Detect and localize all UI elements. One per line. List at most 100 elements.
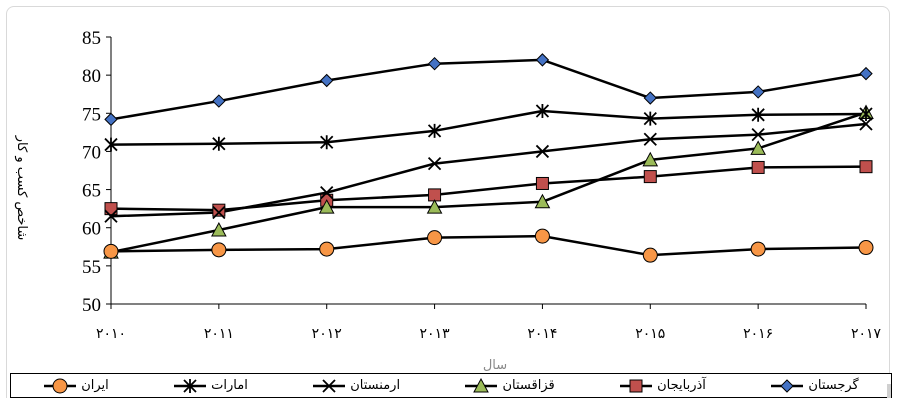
data-point-marker [642, 151, 659, 167]
data-point-marker [859, 117, 873, 131]
data-point-marker [751, 128, 765, 142]
y-tick-label: 70 [82, 142, 101, 163]
x-tick-labels: ۲۰۱۰ ۲۰۱۱ ۲۰۱۲ ۲۰۱۳ ۲۰۱۴ ۲۰۱۵ ۲۰۱۶ ۲۰۱۷ [96, 326, 882, 342]
y-tick-label: 80 [82, 66, 101, 87]
legend-marker [183, 378, 197, 393]
data-point-marker [751, 160, 765, 174]
chart-legend: گرجستان آذربایجان قزاقستان ارمنستان امارات ای… [10, 373, 892, 398]
x-axis-title: سال [483, 358, 507, 372]
data-point-marker [751, 107, 765, 122]
legend-swatch [174, 378, 207, 393]
data-point-marker [320, 135, 334, 150]
legend-item: قزاقستان [464, 377, 555, 394]
x-tick-label: ۲۰۱۶ [743, 326, 773, 342]
data-point-marker [859, 160, 873, 174]
series-line-4 [110, 122, 867, 218]
data-point-marker [427, 56, 442, 71]
data-point-marker [535, 53, 550, 67]
legend-swatch [620, 379, 653, 392]
legend-swatch [465, 377, 498, 392]
x-tick-label: ۲۰۱۴ [527, 326, 557, 342]
legend-marker [322, 378, 336, 393]
data-point-marker [318, 199, 335, 214]
data-point-marker [427, 123, 442, 138]
data-point-marker [643, 111, 657, 126]
data-point-marker [750, 140, 766, 155]
legend-marker [473, 377, 490, 392]
legend-label: قزاقستان [502, 378, 555, 393]
x-tick-label: ۲۰۱۷ [851, 326, 882, 342]
legend-item: گرجستان [770, 378, 859, 394]
data-point-marker [212, 136, 226, 151]
legend-label: آذربایجان [657, 378, 706, 393]
data-point-marker [211, 221, 227, 237]
y-tick-label: 55 [82, 257, 101, 278]
legend-label: ایران [81, 378, 109, 393]
y-tick-labels: 50 55 60 65 70 75 80 85 [82, 28, 101, 316]
data-point-marker [104, 209, 118, 223]
data-point-marker [104, 112, 118, 127]
legend-item: آذربایجان [619, 378, 706, 394]
y-tick-label: 65 [82, 181, 101, 202]
series-line-3 [110, 111, 867, 254]
legend-marker [780, 378, 795, 393]
data-point-marker [859, 66, 873, 81]
data-point-marker [535, 176, 549, 190]
legend-swatch [313, 378, 346, 393]
frame-edge [887, 384, 891, 398]
data-point-marker [426, 199, 443, 214]
data-point-marker [534, 193, 551, 209]
data-point-marker [750, 241, 766, 257]
chart-frame [6, 6, 890, 398]
data-point-marker [751, 85, 765, 99]
y-tick-label: 85 [82, 28, 101, 49]
x-tick-label: ۲۰۱۱ [204, 326, 234, 342]
series-lines [110, 58, 867, 257]
data-point-marker [212, 94, 226, 108]
data-point-marker [535, 144, 550, 159]
data-point-marker [535, 103, 550, 118]
legend-label: امارات [211, 378, 248, 393]
y-tick-label: 75 [82, 104, 101, 125]
y-tick-label: 50 [82, 295, 101, 316]
x-tick-label: ۲۰۱۲ [312, 326, 342, 342]
legend-item: امارات [173, 378, 248, 394]
plot-axes [106, 36, 867, 309]
data-point-marker [858, 240, 874, 256]
series-markers [103, 53, 874, 263]
data-point-marker [104, 202, 118, 216]
legend-label: ارمنستان [350, 378, 401, 393]
data-point-marker [643, 132, 657, 146]
data-point-marker [643, 91, 657, 105]
data-point-marker [319, 241, 335, 257]
legend-swatch [44, 378, 77, 393]
data-point-marker [104, 137, 118, 152]
legend-item: ایران [43, 378, 109, 394]
legend-label: گرجستان [808, 378, 859, 393]
x-tick-label: ۲۰۱۳ [420, 326, 451, 342]
data-point-marker [212, 205, 226, 220]
legend-marker [629, 379, 643, 392]
series-line-5 [110, 109, 867, 146]
data-point-marker [642, 247, 658, 263]
x-tick-label: ۲۰۱۰ [96, 326, 126, 342]
data-point-marker [859, 107, 873, 122]
data-point-marker [320, 73, 334, 88]
x-tick-label: ۲۰۱۵ [635, 326, 665, 342]
data-point-marker [534, 228, 550, 244]
data-point-marker [103, 243, 119, 259]
data-point-marker [212, 203, 226, 217]
series-line-1 [110, 58, 867, 121]
data-point-marker [427, 230, 443, 246]
data-point-marker [643, 170, 657, 184]
legend-marker [52, 378, 68, 393]
legend-swatch [771, 378, 804, 393]
data-point-marker [320, 185, 334, 200]
y-tick-label: 60 [82, 219, 101, 240]
legend-item: ارمنستان [312, 378, 400, 394]
data-point-marker [427, 156, 442, 171]
y-axis-title: شاخص کسب و کار [14, 135, 29, 240]
data-point-marker [211, 242, 227, 258]
series-line-6 [110, 234, 867, 257]
